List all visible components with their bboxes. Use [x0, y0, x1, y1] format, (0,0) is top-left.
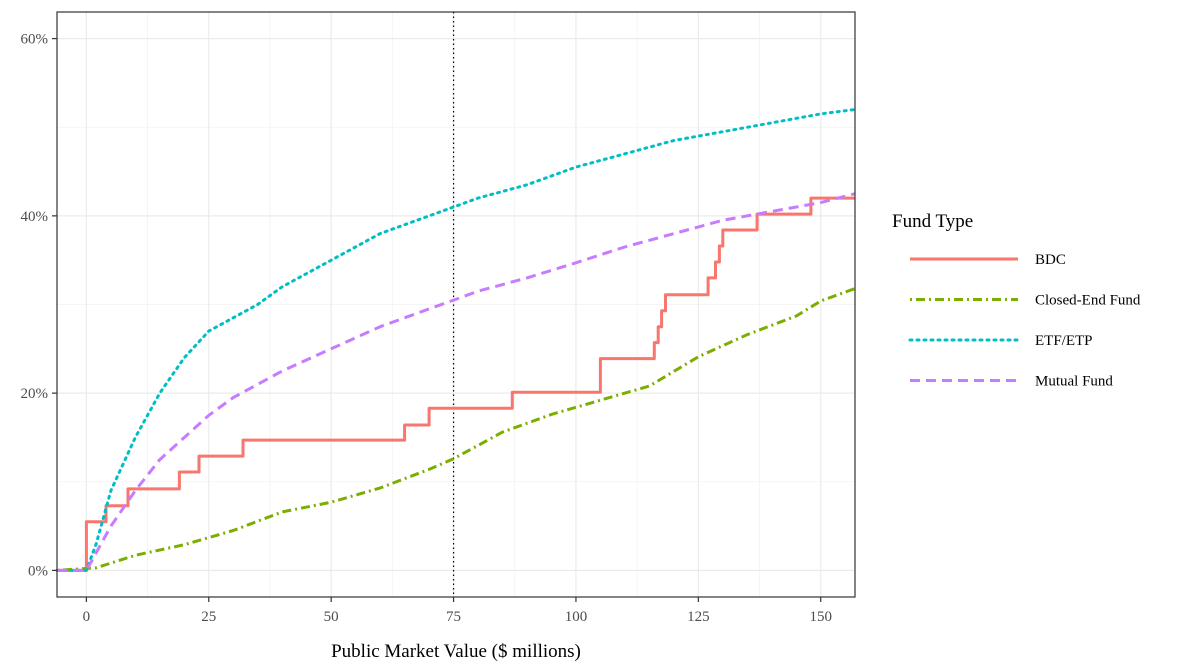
series-lines — [55, 108, 857, 572]
y-tick-label: 60% — [21, 32, 49, 48]
y-tick-label: 20% — [21, 386, 49, 402]
series-line-mutual-fund — [57, 192, 856, 572]
plot-panel-border — [56, 11, 856, 598]
legend-label: ETF/ETP — [1035, 333, 1093, 349]
x-tick-label: 75 — [446, 609, 461, 625]
y-axis-ticks: 0% 20% 40% 60% — [21, 32, 57, 579]
legend: Fund Type BDC Closed-End Fund ETF/ETP Mutua… — [892, 211, 1141, 390]
minor-gridlines — [57, 12, 855, 597]
x-tick-label: 50 — [324, 609, 339, 625]
x-axis-ticks: 0 25 50 75 100 125 150 — [83, 597, 832, 625]
x-tick-label: 0 — [83, 609, 91, 625]
y-tick-label: 0% — [28, 563, 48, 579]
x-tick-label: 100 — [565, 609, 588, 625]
x-axis-title: Public Market Value ($ millions) — [331, 641, 581, 662]
series-line-closed-end-fund — [56, 287, 856, 572]
legend-items: BDC Closed-End Fund ETF/ETP Mutual Fund — [908, 252, 1141, 390]
series-line-bdc — [57, 196, 855, 572]
x-tick-label: 150 — [809, 609, 832, 625]
legend-label: BDC — [1035, 252, 1066, 268]
y-tick-label: 40% — [21, 209, 49, 225]
legend-title: Fund Type — [892, 211, 973, 232]
x-tick-label: 125 — [687, 609, 710, 625]
legend-label: Mutual Fund — [1035, 374, 1113, 390]
series-line-etf-etp — [55, 108, 857, 572]
x-tick-label: 25 — [201, 609, 216, 625]
legend-label: Closed-End Fund — [1035, 293, 1141, 309]
